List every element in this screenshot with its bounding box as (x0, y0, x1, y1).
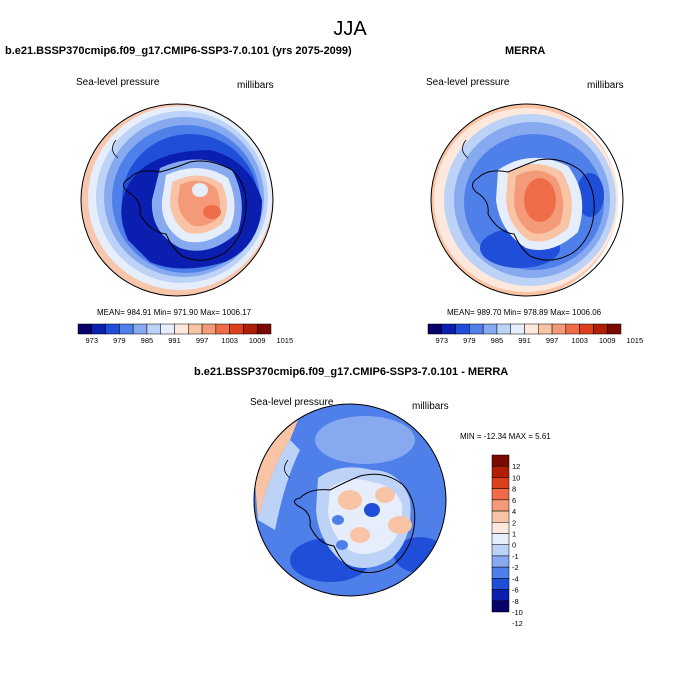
panel-2-colorbar-swatch (427, 323, 443, 335)
panel-3-colorbar-swatch (491, 566, 510, 579)
panel-3-colorbar-swatch (491, 589, 510, 602)
figure-title: JJA (333, 18, 367, 40)
panel-2-colorbar-tick-label: 997 (546, 336, 559, 345)
panel-2-colorbar-swatch (510, 323, 525, 335)
panel-3-colorbar-swatch (491, 578, 510, 590)
panel-3-colorbar-swatch (491, 510, 510, 523)
panel-3-colorbar-tick-label: -1 (512, 552, 519, 561)
panel-2-colorbar-swatch (455, 323, 470, 335)
panel-2-colorbar-tick-label: 973 (436, 336, 449, 345)
panel-2-title: MERRA (505, 45, 546, 57)
panel-2-colorbar-tick-label: 979 (463, 336, 476, 345)
panel-1-colorbar: 973 979 985 991 997 1003 1009 1015 (77, 323, 293, 345)
panel-1-colorbar-swatch (105, 323, 120, 335)
panel-3-colorbar-tick-label: -8 (512, 597, 519, 606)
panel-2-colorbar-swatch (551, 323, 567, 335)
panel-1-stats: MEAN= 984.91 Min= 971.90 Max= 1006.17 (97, 308, 252, 317)
panel-3-colorbar-tick-label: 2 (512, 518, 516, 527)
panel-1-colorbar-swatch (243, 323, 258, 335)
panel-3-stats: MIN = -12.34 MAX = 5.61 (460, 432, 551, 441)
panel-2-colorbar-swatch (482, 323, 498, 335)
panel-2-colorbar-swatch (538, 323, 553, 335)
panel-2-stats: MEAN= 989.70 Min= 978.89 Max= 1006.06 (447, 308, 602, 317)
panel-2-colorbar-swatch (565, 323, 580, 335)
panel-2-colorbar-swatch (524, 323, 539, 335)
panel-3-colorbar-swatch (491, 488, 510, 501)
panel-3-colorbar-swatch (491, 555, 510, 568)
panel-2-map-border (430, 103, 624, 297)
panel-3-units-label: millibars (412, 401, 449, 412)
panel-3-variable-label: Sea-level pressure (250, 397, 334, 408)
panel-3-colorbar-tick-label: 8 (512, 485, 516, 494)
panel-3-colorbar-tick-label: 0 (512, 541, 516, 550)
panel-3-title: b.e21.BSSP370cmip6.f09_g17.CMIP6-SSP3-7.… (194, 366, 509, 378)
panel-1-colorbar-swatch (132, 323, 148, 335)
panel-3-colorbar-swatch (491, 499, 510, 512)
panel-3-colorbar-tick-label: -10 (512, 608, 523, 617)
panel-1-colorbar-swatch (119, 323, 134, 335)
panel-3-map (254, 404, 446, 596)
panel-3-map-border (253, 403, 447, 597)
panel-2-colorbar-tick-label: 991 (518, 336, 531, 345)
panel-2-colorbar-tick-label: 1015 (626, 336, 643, 345)
panel-3-colorbar-swatch (491, 465, 510, 478)
panel-3-colorbar-tick-label: -2 (512, 563, 519, 572)
panel-1-title: b.e21.BSSP370cmip6.f09_g17.CMIP6-SSP3-7.… (5, 45, 352, 57)
panel-1-colorbar-tick-label: 973 (86, 336, 99, 345)
panel-1-colorbar-swatch (188, 323, 203, 335)
panel-1-colorbar-tick-label: 1015 (276, 336, 293, 345)
panel-2-colorbar-swatch (579, 323, 594, 335)
panel-3-colorbar-swatch (491, 477, 510, 489)
panel-2-map (431, 104, 623, 296)
panel-3-colorbar-swatch (491, 454, 510, 467)
panel-1-colorbar-tick-label: 985 (141, 336, 154, 345)
panel-1-colorbar-tick-label: 979 (113, 336, 126, 345)
panel-3-colorbar-tick-label: 10 (512, 473, 520, 482)
panel-3-colorbar-swatch (491, 544, 510, 557)
panel-1-map (81, 104, 273, 296)
panel-3-colorbar-swatch (491, 533, 510, 545)
panel-1-colorbar-tick-label: 1003 (221, 336, 238, 345)
panel-1-colorbar-swatch (174, 323, 189, 335)
panel-2-colorbar-tick-label: 1003 (571, 336, 588, 345)
panel-1-colorbar-tick-label: 1009 (249, 336, 266, 345)
panel-1-colorbar-swatch (91, 323, 106, 335)
panel-2-units-label: millibars (587, 80, 624, 91)
panel-3-colorbar-tick-label: -12 (512, 619, 523, 628)
panel-2-colorbar-swatch (606, 323, 622, 335)
panel-1-colorbar-swatch (201, 323, 217, 335)
panel-2-colorbar-swatch (593, 323, 608, 335)
panel-1-colorbar-swatch (215, 323, 230, 335)
panel-1-colorbar-swatch (77, 323, 93, 335)
panel-2-colorbar-swatch (496, 323, 511, 335)
panel-3-colorbar-tick-label: 4 (512, 507, 516, 516)
panel-2-colorbar-swatch (441, 323, 456, 335)
panel-2-variable-label: Sea-level pressure (426, 77, 510, 88)
panel-1-units-label: millibars (237, 80, 274, 91)
panel-3-colorbar-tick-label: 12 (512, 462, 520, 471)
panel-2-colorbar: 973 979 985 991 997 1003 1009 1015 (427, 323, 643, 345)
panel-3-colorbar-tick-label: 6 (512, 496, 516, 505)
panel-1-colorbar-tick-label: 997 (196, 336, 209, 345)
panel-1-variable-label: Sea-level pressure (76, 77, 160, 88)
panel-3-colorbar-swatch (491, 522, 510, 534)
panel-1-colorbar-swatch (146, 323, 161, 335)
panel-2-colorbar-swatch (469, 323, 484, 335)
panel-1-colorbar-swatch (229, 323, 244, 335)
panel-1-colorbar-swatch (256, 323, 272, 335)
panel-2-colorbar-tick-label: 1009 (599, 336, 616, 345)
panel-1-colorbar-swatch (160, 323, 175, 335)
panel-3-colorbar-tick-label: -6 (512, 586, 519, 595)
panel-3-colorbar-swatch (491, 600, 510, 613)
panel-2-colorbar-tick-label: 985 (491, 336, 504, 345)
panel-3-colorbar-tick-label: 1 (512, 530, 516, 539)
panel-1-colorbar-tick-label: 991 (168, 336, 181, 345)
panel-3-colorbar-tick-label: -4 (512, 574, 519, 583)
panel-1-map-border (80, 103, 274, 297)
